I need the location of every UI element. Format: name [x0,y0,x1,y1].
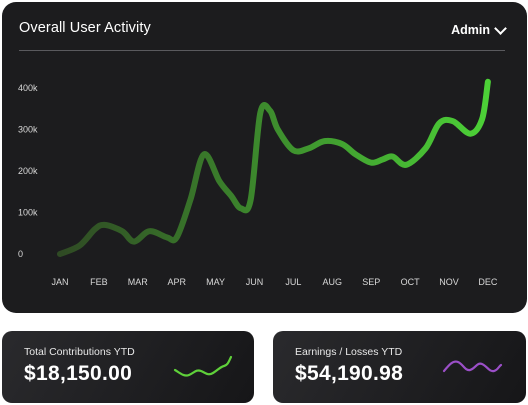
x-tick-label: MAR [128,277,149,287]
y-tick-label: 100k [18,208,38,218]
contributions-card: Total Contributions YTD $18,150.00 [2,331,254,403]
contributions-value: $18,150.00 [24,362,133,385]
activity-series-line [57,78,491,257]
contributions-label: Total Contributions YTD [24,346,135,358]
x-tick-label: SEP [362,277,380,287]
role-dropdown-label: Admin [451,23,490,37]
x-tick-label: JAN [51,277,68,287]
card-title: Overall User Activity [19,20,151,36]
role-dropdown[interactable]: Admin [451,21,507,37]
contributions-sparkline [173,355,233,377]
y-tick-label: 0 [18,249,23,259]
earnings-sparkline [442,360,503,373]
earnings-value: $54,190.98 [295,362,404,385]
x-tick-label: APR [167,277,186,287]
header-divider [19,50,505,51]
earnings-card: Earnings / Losses YTD $54,190.98 [273,331,526,403]
x-tick-label: OCT [401,277,421,287]
activity-line-chart: 400k 300k 200k 100k 0 JAN FEB MAR APR MAY JUN JUL AU… [18,78,498,287]
x-tick-label: JUN [246,277,264,287]
x-tick-label: FEB [90,277,108,287]
y-tick-label: 400k [18,83,38,93]
x-tick-label: AUG [323,277,343,287]
x-tick-label: JUL [285,277,301,287]
earnings-label: Earnings / Losses YTD [295,346,403,358]
user-activity-card: Overall User Activity Admin 400k 300k 200k… [2,2,527,313]
y-tick-label: 300k [18,125,38,135]
x-tick-label: MAY [206,277,225,287]
x-tick-label: DEC [478,277,498,287]
y-tick-label: 200k [18,166,38,176]
x-tick-label: NOV [439,277,459,287]
